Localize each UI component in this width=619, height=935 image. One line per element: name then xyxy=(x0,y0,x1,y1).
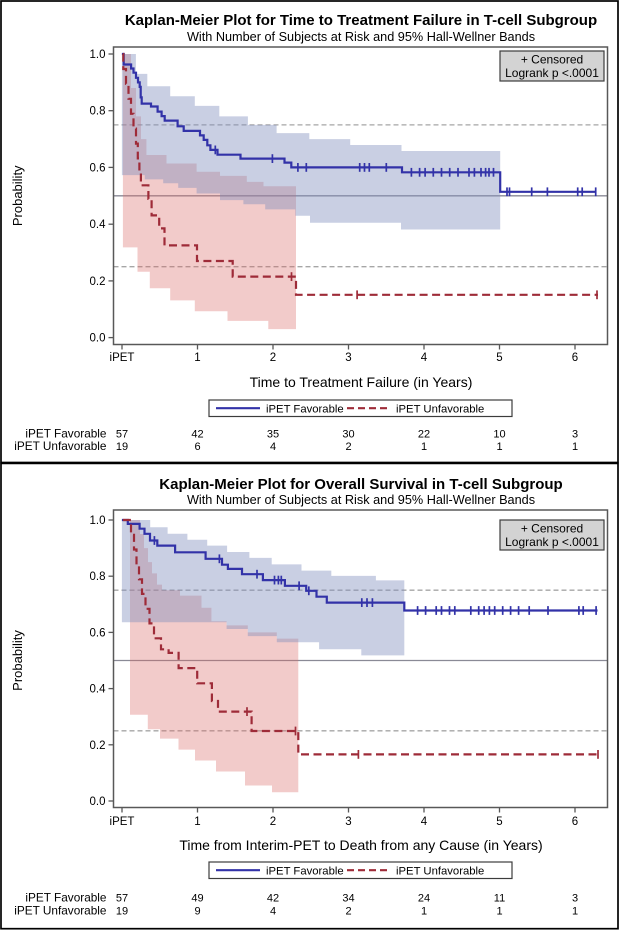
svg-text:35: 35 xyxy=(267,429,279,441)
svg-text:6: 6 xyxy=(194,441,200,453)
svg-text:iPET: iPET xyxy=(110,352,135,364)
svg-text:iPET Favorable: iPET Favorable xyxy=(25,427,107,441)
svg-text:5: 5 xyxy=(496,816,502,828)
svg-text:22: 22 xyxy=(418,429,430,441)
svg-text:5: 5 xyxy=(496,352,502,364)
svg-text:Time from Interim-PET to Death: Time from Interim-PET to Death from any … xyxy=(179,837,542,853)
svg-text:4: 4 xyxy=(270,441,276,453)
svg-text:iPET: iPET xyxy=(110,816,135,828)
svg-text:0.8: 0.8 xyxy=(90,106,106,118)
svg-text:1: 1 xyxy=(572,906,578,918)
svg-text:6: 6 xyxy=(572,816,578,828)
svg-text:1: 1 xyxy=(496,906,502,918)
svg-text:57: 57 xyxy=(116,429,128,441)
svg-text:+ Censored: + Censored xyxy=(521,53,583,67)
svg-text:iPET Favorable: iPET Favorable xyxy=(266,866,344,878)
svg-text:Logrank p <.0001: Logrank p <.0001 xyxy=(505,66,599,80)
svg-text:0.8: 0.8 xyxy=(90,571,106,583)
svg-text:2: 2 xyxy=(270,816,276,828)
svg-text:Logrank p <.0001: Logrank p <.0001 xyxy=(505,535,599,549)
svg-text:19: 19 xyxy=(116,906,128,918)
svg-text:1: 1 xyxy=(421,441,427,453)
svg-text:iPET Unfavorable: iPET Unfavorable xyxy=(14,904,107,918)
svg-text:iPET Favorable: iPET Favorable xyxy=(25,891,107,905)
svg-text:19: 19 xyxy=(116,441,128,453)
svg-text:0.2: 0.2 xyxy=(90,276,106,288)
svg-text:0.4: 0.4 xyxy=(90,219,107,231)
svg-text:With Number of Subjects at Ris: With Number of Subjects at Risk and 95% … xyxy=(187,493,535,507)
svg-text:1: 1 xyxy=(496,441,502,453)
svg-text:+ Censored: + Censored xyxy=(521,522,583,536)
svg-text:2: 2 xyxy=(345,906,351,918)
svg-text:1: 1 xyxy=(572,441,578,453)
svg-text:30: 30 xyxy=(342,429,354,441)
svg-text:iPET Unfavorable: iPET Unfavorable xyxy=(396,866,484,878)
svg-text:1.0: 1.0 xyxy=(90,515,106,527)
svg-text:11: 11 xyxy=(494,893,505,905)
svg-text:0.2: 0.2 xyxy=(90,740,106,752)
svg-text:10: 10 xyxy=(493,429,505,441)
svg-text:3: 3 xyxy=(345,352,351,364)
svg-text:iPET Unfavorable: iPET Unfavorable xyxy=(14,439,107,453)
svg-text:0.4: 0.4 xyxy=(90,684,107,696)
svg-text:1.0: 1.0 xyxy=(90,49,106,61)
svg-text:49: 49 xyxy=(191,893,203,905)
svg-text:42: 42 xyxy=(191,429,203,441)
svg-text:42: 42 xyxy=(267,893,279,905)
svg-text:1: 1 xyxy=(194,816,200,828)
svg-text:iPET Unfavorable: iPET Unfavorable xyxy=(396,404,484,416)
svg-text:1: 1 xyxy=(421,906,427,918)
svg-text:4: 4 xyxy=(421,816,428,828)
svg-text:9: 9 xyxy=(194,906,200,918)
svg-text:4: 4 xyxy=(421,352,428,364)
svg-text:1: 1 xyxy=(194,352,200,364)
svg-text:2: 2 xyxy=(270,352,276,364)
svg-text:With Number of Subjects at Ris: With Number of Subjects at Risk and 95% … xyxy=(187,30,535,44)
svg-text:3: 3 xyxy=(572,893,578,905)
svg-text:iPET Favorable: iPET Favorable xyxy=(266,404,344,416)
svg-text:0.0: 0.0 xyxy=(90,333,106,345)
svg-text:Time to Treatment Failure (in: Time to Treatment Failure (in Years) xyxy=(250,374,473,390)
svg-text:6: 6 xyxy=(572,352,578,364)
svg-text:0.6: 0.6 xyxy=(90,162,106,174)
svg-text:34: 34 xyxy=(342,893,354,905)
svg-text:Probability: Probability xyxy=(10,630,25,691)
svg-text:3: 3 xyxy=(345,816,351,828)
svg-text:0.0: 0.0 xyxy=(90,796,106,808)
svg-text:Probability: Probability xyxy=(10,165,25,226)
svg-text:0.6: 0.6 xyxy=(90,627,106,639)
svg-text:24: 24 xyxy=(418,893,430,905)
svg-text:4: 4 xyxy=(270,906,276,918)
svg-text:3: 3 xyxy=(572,429,578,441)
svg-text:57: 57 xyxy=(116,893,128,905)
svg-text:Kaplan-Meier Plot for Time to: Kaplan-Meier Plot for Time to Treatment … xyxy=(125,12,597,29)
svg-text:Kaplan-Meier Plot for Overall: Kaplan-Meier Plot for Overall Survival i… xyxy=(159,476,562,493)
svg-text:2: 2 xyxy=(345,441,351,453)
